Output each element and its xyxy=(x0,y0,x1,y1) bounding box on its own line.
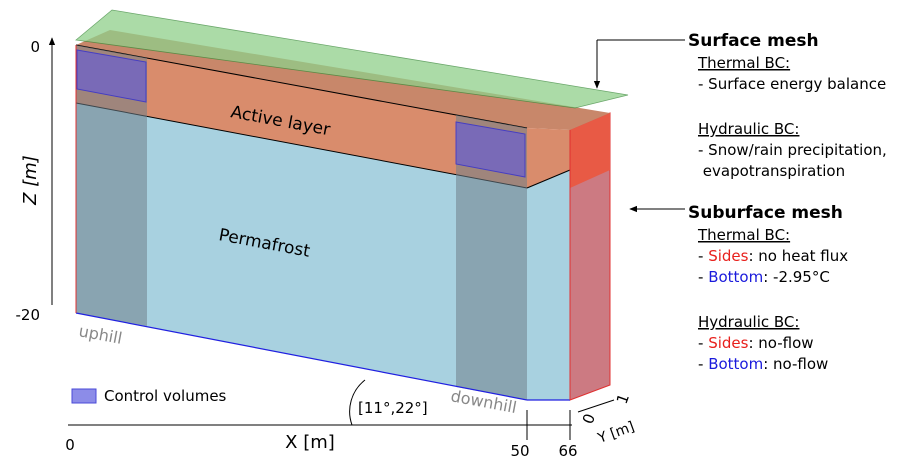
uphill-label: uphill xyxy=(77,321,124,348)
z-label: Z [m] xyxy=(20,155,41,206)
y-label: Y [m] xyxy=(595,419,637,447)
angle-arc xyxy=(349,379,366,426)
bc-text: : no heat flux xyxy=(748,247,848,265)
bc-text: - xyxy=(698,247,708,265)
section-heading: Thermal BC: xyxy=(697,54,790,72)
bc-text: - xyxy=(698,268,708,286)
bc-text: : no-flow xyxy=(763,355,828,373)
legend-swatch xyxy=(71,388,97,404)
control-volume xyxy=(76,49,147,103)
bc-text: : -2.95°C xyxy=(763,268,830,286)
control-volume xyxy=(455,121,526,178)
surface-mesh xyxy=(75,9,629,109)
x-tick-label: 0 xyxy=(65,436,75,454)
angle-label: [11°,22°] xyxy=(358,399,428,417)
panel-title: Surface mesh xyxy=(688,31,819,51)
bc-text: evapotranspiration xyxy=(698,162,845,180)
section-heading: Hydraulic BC: xyxy=(698,120,799,138)
bc-line: - Bottom: no-flow xyxy=(698,355,828,373)
panel-title: Suburface mesh xyxy=(688,203,843,223)
bc-text: Sides xyxy=(708,247,748,265)
y-axis xyxy=(577,399,615,413)
x-label: X [m] xyxy=(285,432,335,453)
bc-text: Sides xyxy=(708,334,748,352)
bc-line: - Snow/rain precipitation, xyxy=(698,141,887,159)
z-bottom: -20 xyxy=(16,306,41,324)
bottom-edge xyxy=(75,312,528,401)
downhill-column xyxy=(456,115,527,400)
bc-line: - Surface energy balance xyxy=(698,75,886,93)
bc-text: - Snow/rain precipitation, xyxy=(698,141,887,159)
permafrost xyxy=(76,103,570,400)
section-heading: Hydraulic BC: xyxy=(698,313,799,331)
top-edge xyxy=(75,44,528,129)
active-layer xyxy=(76,45,570,188)
x-tick-label: 50 xyxy=(510,442,529,460)
bc-text: Bottom xyxy=(708,268,763,286)
bc-text: : no-flow xyxy=(748,334,813,352)
bc-text: - xyxy=(698,334,708,352)
bc-line: - Bottom: -2.95°C xyxy=(698,268,830,286)
y-tick-label: 0 xyxy=(579,411,599,426)
y-tick-label: 1 xyxy=(613,391,633,406)
boundary-conditions: Surface mesh Thermal BC: - Surface energy … xyxy=(688,31,887,373)
layer-boundary xyxy=(75,102,528,189)
bc-text: - Surface energy balance xyxy=(698,75,886,93)
right-face-active xyxy=(570,113,610,188)
bc-text: Bottom xyxy=(708,355,763,373)
bc-text: - xyxy=(698,355,708,373)
bc-line: - Sides: no-flow xyxy=(698,334,814,352)
z-top: 0 xyxy=(30,38,40,56)
bc-line: evapotranspiration xyxy=(698,162,845,180)
x-tick-label: 66 xyxy=(558,442,577,460)
layer-boundary xyxy=(526,169,571,189)
legend-label: Control volumes xyxy=(104,387,227,405)
section-heading: Thermal BC: xyxy=(697,226,790,244)
bc-line: - Sides: no heat flux xyxy=(698,247,848,265)
uphill-column xyxy=(76,45,147,326)
